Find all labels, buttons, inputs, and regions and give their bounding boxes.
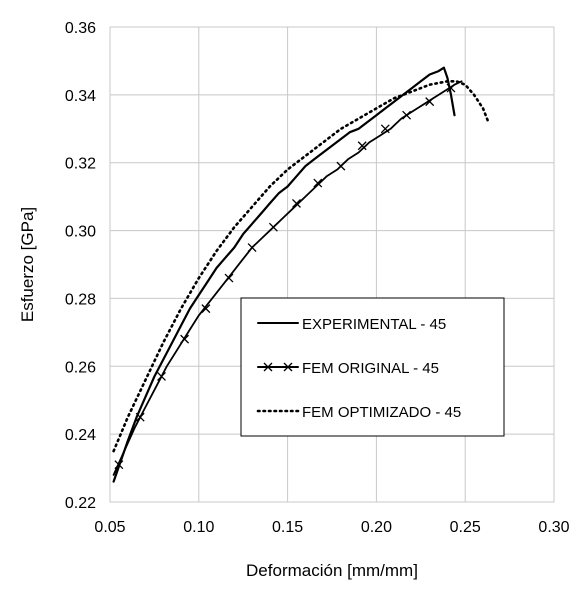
x-marker xyxy=(446,83,456,93)
plot-area xyxy=(109,26,555,503)
x-marker xyxy=(114,460,124,470)
x-marker xyxy=(224,273,234,283)
x-axis-ticks: 0.05 0.10 0.15 0.20 0.25 0.30 xyxy=(94,519,569,536)
x-marker xyxy=(425,97,435,107)
series-2 xyxy=(112,80,463,476)
legend-entry: FEM OPTIMIZADO - 45 xyxy=(256,404,461,421)
x-marker xyxy=(157,372,166,381)
x-marker xyxy=(247,243,257,252)
y-tick-label: 0.32 xyxy=(65,156,96,173)
x-marker xyxy=(292,198,301,208)
legend-label: EXPERIMENTAL - 45 xyxy=(302,316,446,333)
x-marker xyxy=(357,141,367,151)
x-tick-label: 0.20 xyxy=(361,519,392,536)
y-tick-label: 0.34 xyxy=(65,88,96,105)
x-marker xyxy=(402,110,412,120)
y-tick-label: 0.36 xyxy=(65,20,96,37)
x-marker xyxy=(135,412,145,422)
x-marker xyxy=(263,362,273,372)
legend-entry: FEM ORIGINAL - 45 xyxy=(257,360,439,377)
y-tick-label: 0.22 xyxy=(65,495,96,512)
series-line xyxy=(112,66,456,483)
y-tick-label: 0.24 xyxy=(65,427,96,444)
y-tick-label: 0.28 xyxy=(65,291,96,308)
y-axis-ticks: 0.22 0.24 0.26 0.28 0.30 0.32 0.34 0.36 xyxy=(65,20,96,512)
x-tick-label: 0.15 xyxy=(272,519,303,536)
y-axis-title: Esfuerzo [GPa] xyxy=(18,207,37,322)
x-marker xyxy=(283,362,293,372)
x-tick-label: 0.10 xyxy=(183,519,214,536)
y-tick-label: 0.26 xyxy=(65,359,96,376)
series-line xyxy=(112,80,490,453)
x-tick-label: 0.30 xyxy=(538,519,569,536)
legend-entry: EXPERIMENTAL - 45 xyxy=(257,316,446,333)
x-tick-label: 0.05 xyxy=(94,519,125,536)
series-1 xyxy=(112,66,456,483)
series-3 xyxy=(112,80,490,453)
x-tick-label: 0.25 xyxy=(450,519,481,536)
x-marker xyxy=(201,304,211,314)
legend-label: FEM OPTIMIZADO - 45 xyxy=(302,404,461,421)
x-marker xyxy=(336,161,346,171)
x-marker xyxy=(313,178,323,188)
x-marker xyxy=(268,222,278,232)
y-tick-label: 0.30 xyxy=(65,224,96,241)
series-layer xyxy=(112,66,490,483)
x-axis-title: Deformación [mm/mm] xyxy=(246,561,418,580)
x-marker xyxy=(180,334,190,344)
legend: EXPERIMENTAL - 45 FEM ORIGINAL - 45 FEM OP… xyxy=(240,297,505,437)
legend-label: FEM ORIGINAL - 45 xyxy=(302,360,439,377)
legend-items: EXPERIMENTAL - 45 FEM ORIGINAL - 45 FEM OP… xyxy=(256,316,461,421)
x-marker xyxy=(380,124,390,134)
